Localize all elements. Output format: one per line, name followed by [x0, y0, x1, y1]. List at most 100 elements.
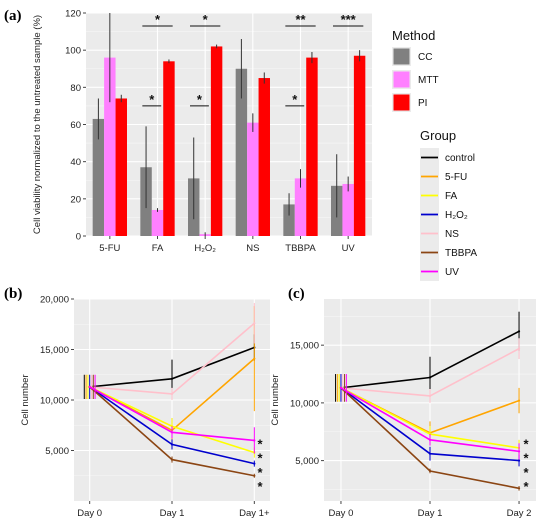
x-tick-label: Day 1	[418, 508, 443, 519]
bar-CC-5-FU	[92, 118, 105, 236]
data-point-UV	[339, 386, 343, 389]
legend-label-control: control	[445, 153, 475, 164]
y-tick-label: 100	[65, 46, 81, 57]
y-axis-label: Cell number	[270, 374, 281, 425]
x-tick-label: UV	[342, 243, 356, 254]
bar-MTT-NS	[247, 122, 259, 236]
bar-PI-FA	[163, 61, 175, 236]
data-point-NS	[170, 392, 174, 396]
legend-label-5-FU: 5-FU	[445, 172, 467, 183]
legend-title: Method	[392, 28, 435, 43]
legend-swatch-CC	[393, 48, 410, 65]
x-tick-label: Day 2	[507, 508, 532, 519]
y-tick-label: 40	[70, 157, 81, 168]
data-point-H2O2	[170, 443, 174, 446]
legend-label-MTT: MTT	[418, 75, 439, 86]
data-point-TBBPA	[170, 458, 174, 461]
significance-star: *	[257, 436, 263, 451]
line-chart-panel-b: 5,000 10,000 15,000 20,000 Day 0 Day 1 Day 1+ *…	[20, 295, 270, 519]
x-tick-label: H₂O₂	[194, 243, 216, 254]
x-tick-label: TBBPA	[285, 243, 316, 254]
method-legend: Method CC MTT PI	[392, 28, 439, 112]
data-point-TBBPA	[428, 469, 432, 473]
significance-star: *	[203, 12, 209, 27]
legend-label-FA: FA	[445, 191, 458, 202]
significance-star: *	[257, 451, 263, 466]
x-tick-label: Day 0	[329, 508, 354, 519]
bar-PI-TBBPA	[306, 57, 318, 236]
x-tick-label: Day 0	[77, 508, 102, 519]
data-point-UV	[88, 385, 91, 388]
bar-CC-TBBPA	[283, 204, 295, 236]
y-tick-label: 10,000	[290, 398, 319, 409]
significance-star: *	[292, 92, 298, 107]
data-point-5-FU	[253, 357, 256, 360]
data-point-TBBPA	[253, 474, 256, 477]
data-point-NS	[428, 394, 432, 398]
data-point-control	[428, 376, 432, 379]
y-tick-label: 0	[76, 232, 81, 243]
significance-star: **	[295, 12, 306, 27]
panel-label-b: (b)	[4, 286, 22, 302]
significance-star: ***	[341, 12, 357, 27]
data-point-control	[517, 330, 521, 333]
y-tick-label: 5,000	[45, 446, 69, 457]
significance-star: *	[155, 12, 161, 27]
x-tick-label: 5-FU	[99, 243, 120, 254]
y-axis-label: Cell viability normalized to the untreat…	[32, 15, 43, 234]
y-axis-label: Cell number	[20, 374, 31, 425]
y-tick-label: 60	[70, 120, 81, 131]
legend-label-NS: NS	[445, 229, 459, 240]
bar-PI-H2O2	[210, 46, 223, 237]
x-tick-label: Day 1+	[239, 508, 270, 519]
significance-star: *	[257, 479, 263, 494]
x-tick-label: Day 1	[160, 508, 185, 519]
data-point-TBBPA	[517, 487, 521, 490]
y-tick-label: 120	[65, 9, 81, 20]
bar-PI-NS	[258, 78, 270, 237]
significance-star: *	[523, 451, 529, 466]
data-point-UV	[428, 438, 432, 441]
y-tick-label: 10,000	[40, 396, 69, 407]
legend-label-CC: CC	[418, 52, 432, 63]
bar-MTT-UV	[342, 183, 354, 236]
data-point-NS	[253, 322, 256, 325]
bar-MTT-TBBPA	[294, 178, 307, 236]
y-tick-label: 80	[70, 83, 81, 94]
y-tick-label: 5,000	[295, 456, 319, 467]
bar-CC-NS	[235, 68, 248, 236]
y-tick-label: 20,000	[40, 295, 69, 306]
legend-title: Group	[420, 128, 456, 143]
y-tick-label: 15,000	[290, 341, 319, 352]
group-legend: Group control 5-FU FA H₂O₂ NS TBBPA UV	[420, 128, 477, 281]
bar-MTT-5-FU	[104, 57, 116, 236]
data-point-NS	[517, 347, 521, 350]
data-point-UV	[517, 450, 521, 453]
y-tick-label: 15,000	[40, 345, 69, 356]
legend-swatch-PI	[393, 94, 410, 111]
significance-star: *	[523, 479, 529, 494]
panel-label-a: (a)	[4, 8, 22, 24]
data-point-UV	[170, 431, 174, 434]
bar-PI-5-FU	[115, 98, 127, 236]
significance-star: *	[149, 92, 155, 107]
significance-star: *	[257, 465, 263, 480]
bar-MTT-FA	[151, 209, 164, 236]
panel-label-c: (c)	[288, 286, 305, 302]
x-tick-label: FA	[152, 243, 164, 254]
y-tick-label: 20	[70, 194, 81, 205]
data-point-H2O2	[517, 459, 521, 462]
x-tick-label: NS	[246, 243, 259, 254]
legend-label-TBBPA: TBBPA	[445, 248, 477, 259]
data-point-H2O2	[253, 462, 256, 465]
data-point-control	[170, 377, 174, 380]
data-point-H2O2	[428, 452, 432, 455]
legend-swatch-MTT	[393, 71, 410, 88]
bar-PI-UV	[353, 55, 366, 236]
legend-label-UV: UV	[445, 267, 459, 278]
data-point-UV	[253, 439, 256, 442]
